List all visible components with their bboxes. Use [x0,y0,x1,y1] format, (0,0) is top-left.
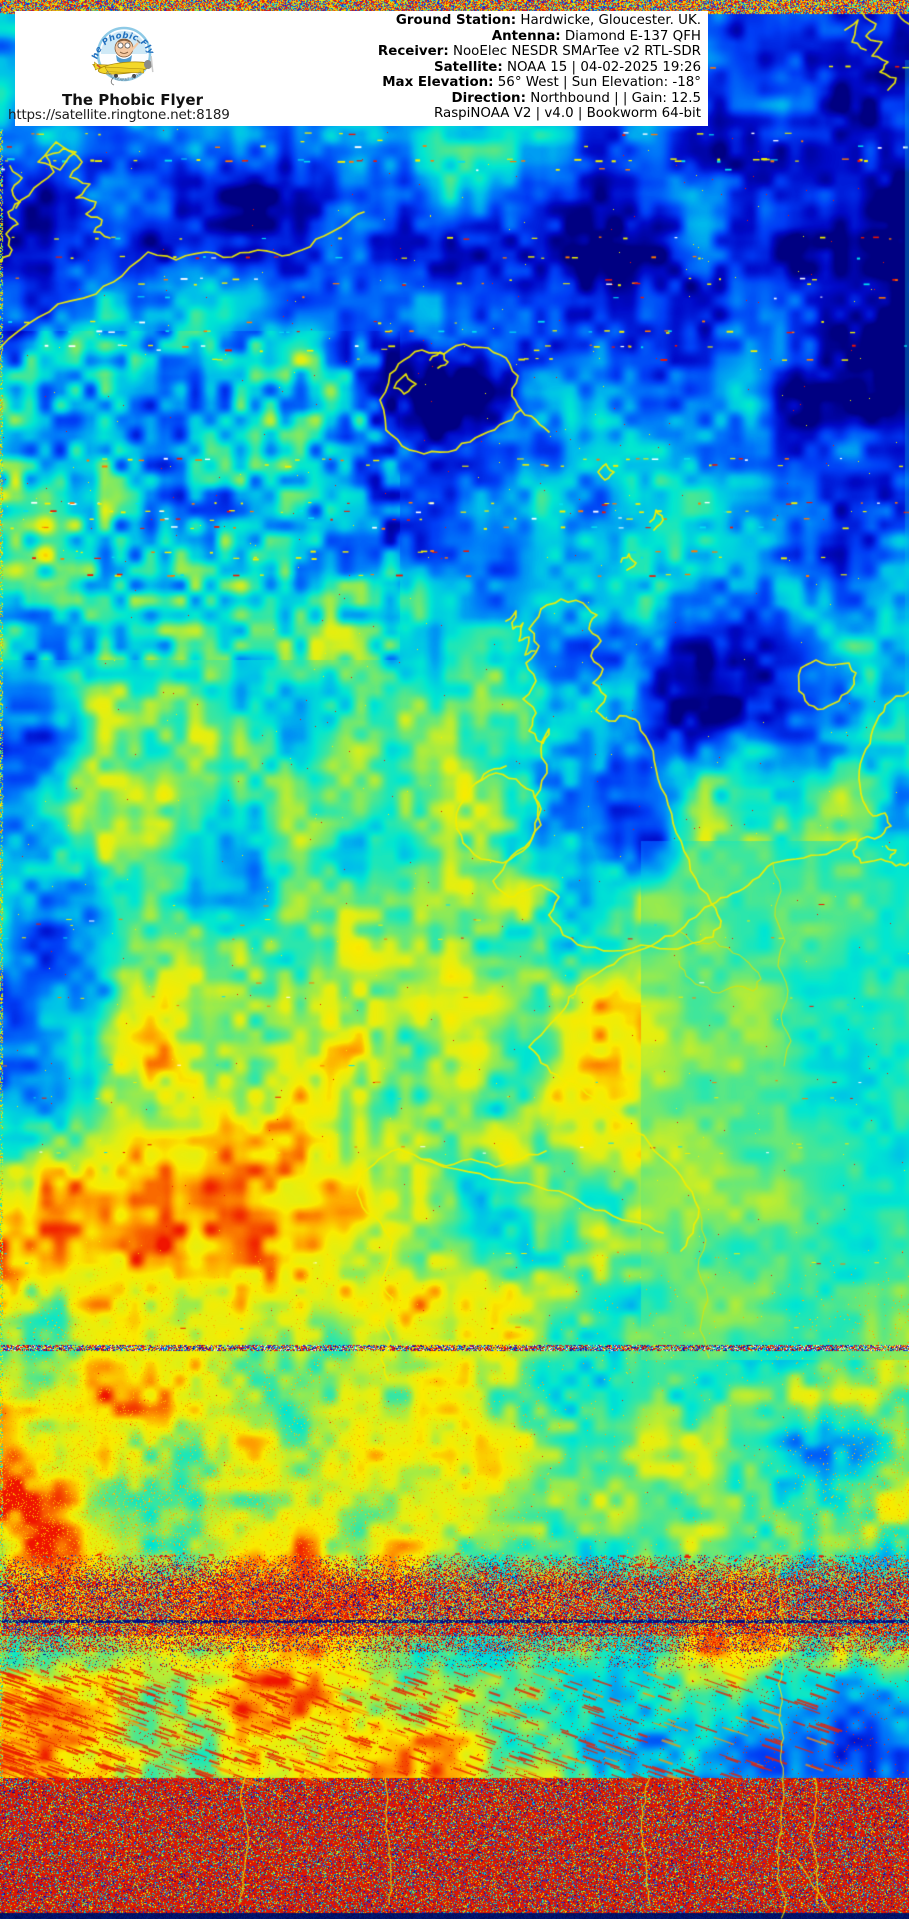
info-value: RaspiNOAA V2 | v4.0 | Bookworm 64-bit [433,106,701,121]
info-line-direction: Direction: Northbound | | Gain: 12.5 [378,91,701,107]
logo-badge-icon: The Phobic Flyer WHO LEARNT TO FLY [82,14,155,86]
info-line-ground-station: Ground Station: Hardwicke, Gloucester. U… [378,13,701,29]
header-overlay: The Phobic Flyer WHO LEARNT TO FLY The P… [8,11,708,126]
info-value: Hardwicke, Gloucester. UK. [516,13,701,28]
info-label: Receiver: [377,44,449,59]
info-line-satellite: Satellite: NOAA 15 | 04-02-2025 19:26 [378,60,701,76]
info-value: NOAA 15 | 04-02-2025 19:26 [502,59,701,75]
station-name: The Phobic Flyer [61,91,203,109]
info-value: 56° West | Sun Elevation: -18° [493,75,701,90]
info-label: Direction: [451,90,526,106]
info-label: Ground Station: [395,13,517,28]
info-label: Max Elevation: [382,75,494,90]
info-label: Antenna: [491,28,561,44]
logo-pilot-icon [114,38,141,64]
info-label: Satellite: [433,59,503,75]
reception-info-block: Ground Station: Hardwicke, Gloucester. U… [378,13,701,122]
station-url: https://satellite.ringtone.net:8189 [8,107,230,123]
info-line-antenna: Antenna: Diamond E-137 QFH [378,29,701,45]
info-line-software: RaspiNOAA V2 | v4.0 | Bookworm 64-bit [378,106,701,122]
info-line-receiver: Receiver: NooElec NESDR SMArTee v2 RTL-S… [378,44,701,60]
phobic-flyer-logo: The Phobic Flyer WHO LEARNT TO FLY [82,14,163,86]
info-value: NooElec NESDR SMArTee v2 RTL-SDR [448,44,701,59]
info-value: Diamond E-137 QFH [560,28,701,44]
info-value: Northbound | | Gain: 12.5 [525,90,701,106]
logo-plane-icon [92,56,154,78]
logo-tow-rope [110,77,115,86]
info-line-max-elevation: Max Elevation: 56° West | Sun Elevation:… [378,75,701,91]
